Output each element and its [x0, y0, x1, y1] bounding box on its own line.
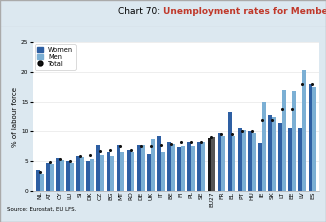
Bar	[201, 142, 205, 191]
Bar	[258, 143, 262, 191]
Point	[209, 136, 214, 139]
Text: Chart 70:: Chart 70:	[118, 8, 163, 16]
Bar	[131, 152, 134, 191]
Bar	[60, 160, 64, 191]
Bar	[46, 163, 50, 191]
Bar	[127, 151, 131, 191]
Text: Source: Eurostat, EU LFS.: Source: Eurostat, EU LFS.	[7, 206, 76, 212]
Point	[249, 130, 254, 133]
Bar	[70, 163, 74, 191]
Point	[88, 153, 93, 157]
Bar	[171, 144, 175, 191]
Bar	[76, 157, 80, 191]
Bar	[141, 145, 144, 191]
Bar	[66, 161, 70, 191]
Bar	[282, 90, 286, 191]
Bar	[248, 131, 252, 191]
Point	[57, 157, 63, 161]
Bar	[268, 115, 272, 191]
Point	[199, 140, 204, 143]
Point	[78, 154, 83, 158]
Point	[259, 118, 264, 122]
Point	[279, 107, 285, 111]
Point	[289, 107, 295, 111]
Point	[310, 82, 315, 86]
Point	[269, 118, 274, 121]
Bar	[211, 137, 215, 191]
Bar	[187, 142, 191, 191]
Point	[67, 159, 73, 162]
Bar	[147, 154, 151, 191]
Y-axis label: % of labour force: % of labour force	[12, 87, 18, 147]
Text: Unemployment rates for Member States by gender, 2009: Unemployment rates for Member States by …	[163, 8, 326, 16]
Bar	[96, 145, 100, 191]
Point	[128, 148, 133, 152]
Bar	[218, 133, 221, 191]
Bar	[198, 142, 201, 191]
Bar	[111, 157, 114, 191]
Bar	[107, 152, 111, 191]
Point	[219, 133, 224, 136]
Point	[37, 170, 42, 174]
Bar	[228, 112, 231, 191]
Point	[138, 145, 143, 148]
Bar	[252, 133, 256, 191]
Bar	[177, 147, 181, 191]
Bar	[167, 142, 171, 191]
Bar	[90, 159, 94, 191]
Bar	[181, 146, 185, 191]
Bar	[238, 129, 242, 191]
Point	[188, 140, 194, 144]
Bar	[36, 170, 40, 191]
Bar	[242, 130, 245, 191]
Point	[239, 129, 244, 133]
Bar	[137, 145, 141, 191]
Legend: Women, Men, Total: Women, Men, Total	[35, 44, 76, 69]
Bar	[289, 129, 292, 191]
Point	[47, 160, 52, 164]
Bar	[40, 174, 43, 191]
Bar	[86, 161, 90, 191]
Point	[300, 82, 305, 86]
Point	[148, 144, 154, 147]
Bar	[302, 69, 306, 191]
Bar	[208, 138, 211, 191]
Point	[158, 143, 164, 146]
Bar	[100, 155, 104, 191]
Bar	[50, 164, 53, 191]
Bar	[80, 157, 84, 191]
Bar	[157, 136, 161, 191]
Bar	[262, 102, 266, 191]
Bar	[292, 91, 296, 191]
Bar	[191, 146, 195, 191]
Bar	[299, 129, 302, 191]
Bar	[56, 158, 60, 191]
Bar	[312, 87, 316, 191]
Bar	[309, 84, 312, 191]
Point	[98, 149, 103, 153]
Point	[178, 140, 184, 144]
Bar	[278, 123, 282, 191]
Bar	[161, 152, 165, 191]
Bar	[221, 136, 225, 191]
Point	[169, 142, 174, 146]
Bar	[121, 152, 124, 191]
Point	[229, 133, 234, 136]
Bar	[151, 139, 155, 191]
Bar	[272, 117, 276, 191]
Point	[108, 149, 113, 152]
Point	[118, 145, 123, 148]
Bar	[117, 145, 121, 191]
Bar	[231, 136, 235, 191]
